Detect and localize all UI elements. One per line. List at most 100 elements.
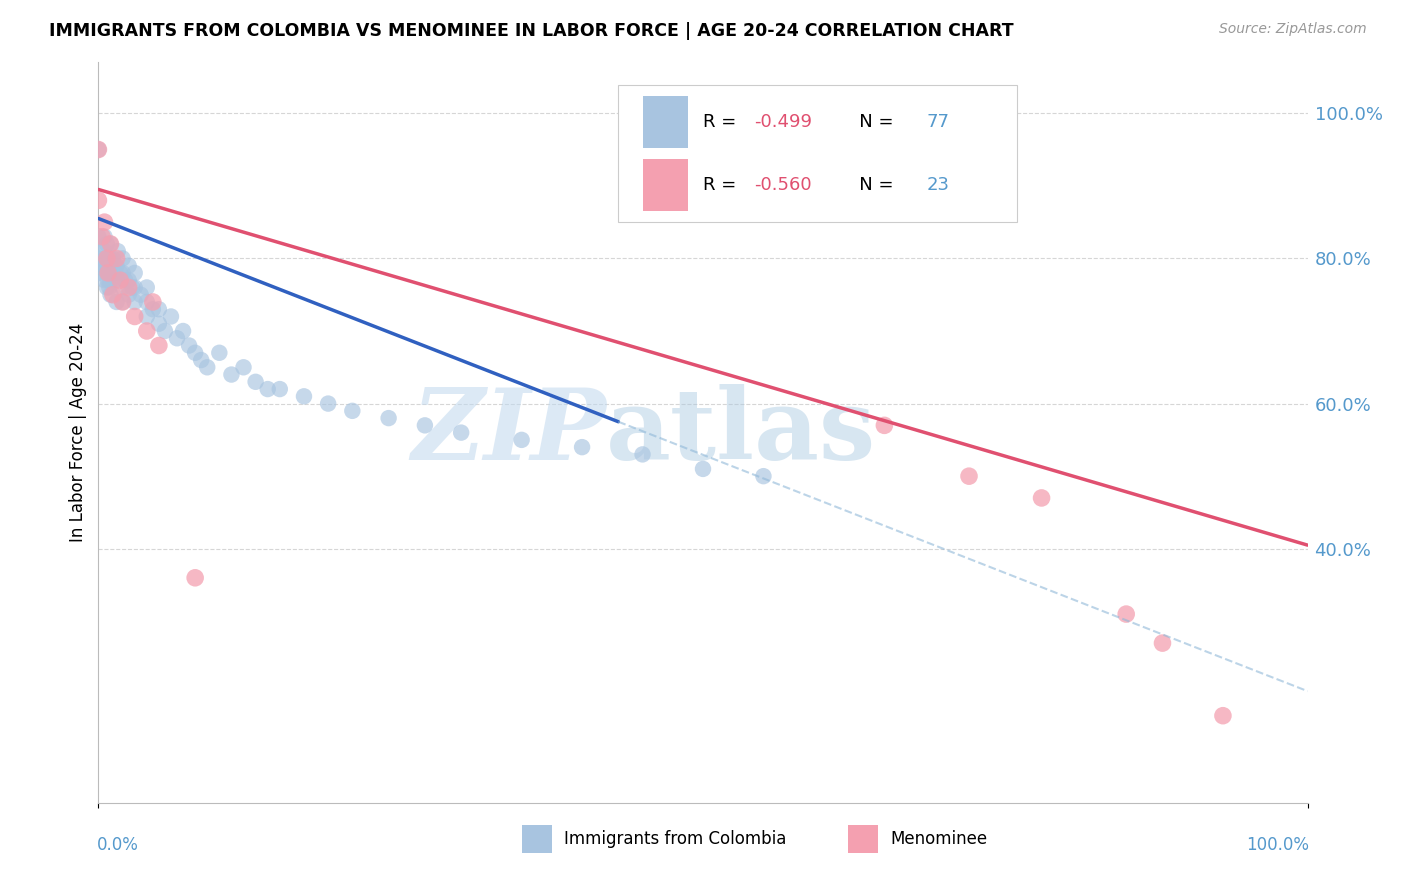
- Point: [957, 469, 980, 483]
- Text: 77: 77: [927, 112, 949, 130]
- Point: [111, 295, 134, 310]
- Point: [104, 266, 127, 280]
- Point: [105, 273, 128, 287]
- Text: R =: R =: [703, 112, 742, 130]
- Point: [510, 433, 533, 447]
- Point: [105, 252, 128, 266]
- Point: [100, 273, 122, 287]
- Point: [100, 252, 122, 266]
- Point: [1115, 607, 1137, 621]
- Point: [316, 396, 339, 410]
- Point: [631, 447, 654, 461]
- Point: [100, 259, 122, 273]
- Point: [148, 302, 170, 317]
- Point: [124, 310, 146, 324]
- Point: [111, 295, 134, 310]
- Point: [571, 440, 593, 454]
- Point: [124, 280, 146, 294]
- Point: [111, 252, 134, 266]
- Point: [93, 244, 115, 259]
- Point: [208, 345, 231, 359]
- Point: [93, 273, 115, 287]
- Point: [121, 280, 143, 294]
- Point: [96, 236, 118, 251]
- Text: N =: N =: [842, 112, 900, 130]
- Text: N =: N =: [842, 176, 900, 194]
- Text: Source: ZipAtlas.com: Source: ZipAtlas.com: [1219, 22, 1367, 37]
- Point: [873, 418, 896, 433]
- Point: [135, 280, 157, 294]
- Text: atlas: atlas: [606, 384, 876, 481]
- Point: [87, 266, 110, 280]
- Point: [1031, 491, 1053, 505]
- Point: [124, 295, 146, 310]
- Point: [221, 368, 243, 382]
- Text: R =: R =: [703, 176, 742, 194]
- Point: [118, 280, 141, 294]
- Point: [184, 345, 207, 359]
- Point: [118, 273, 141, 287]
- Point: [91, 229, 114, 244]
- Point: [118, 287, 141, 301]
- Point: [96, 252, 118, 266]
- Point: [148, 338, 170, 352]
- FancyBboxPatch shape: [619, 85, 1018, 221]
- Point: [93, 259, 115, 273]
- Point: [166, 331, 188, 345]
- Text: -0.499: -0.499: [754, 112, 811, 130]
- Point: [111, 280, 134, 294]
- Point: [142, 295, 165, 310]
- Text: 23: 23: [927, 176, 949, 194]
- Point: [107, 244, 129, 259]
- Point: [100, 287, 122, 301]
- Point: [111, 266, 134, 280]
- Point: [245, 375, 267, 389]
- Point: [101, 252, 124, 266]
- Point: [98, 280, 121, 294]
- Point: [190, 353, 212, 368]
- Point: [114, 273, 136, 287]
- Point: [93, 229, 115, 244]
- Point: [1152, 636, 1174, 650]
- FancyBboxPatch shape: [522, 825, 551, 853]
- Point: [179, 338, 201, 352]
- Point: [87, 244, 110, 259]
- FancyBboxPatch shape: [643, 95, 689, 147]
- Point: [135, 310, 157, 324]
- Point: [96, 252, 118, 266]
- Point: [1212, 708, 1234, 723]
- Point: [97, 273, 120, 287]
- Point: [292, 389, 315, 403]
- Point: [172, 324, 194, 338]
- Point: [103, 259, 125, 273]
- Point: [129, 287, 152, 301]
- Point: [105, 295, 128, 310]
- Point: [108, 266, 131, 280]
- Point: [93, 215, 115, 229]
- Point: [97, 259, 120, 273]
- Text: Menominee: Menominee: [890, 830, 987, 848]
- FancyBboxPatch shape: [643, 159, 689, 211]
- Point: [124, 266, 146, 280]
- Point: [96, 266, 118, 280]
- Point: [148, 317, 170, 331]
- Point: [160, 310, 183, 324]
- Point: [87, 143, 110, 157]
- Point: [692, 462, 714, 476]
- Point: [87, 259, 110, 273]
- Point: [118, 259, 141, 273]
- Point: [256, 382, 278, 396]
- Point: [101, 266, 124, 280]
- Point: [450, 425, 472, 440]
- Point: [269, 382, 291, 396]
- Point: [87, 143, 110, 157]
- Point: [108, 273, 131, 287]
- Point: [342, 404, 364, 418]
- Point: [413, 418, 436, 433]
- Point: [101, 287, 124, 301]
- Point: [135, 324, 157, 338]
- Text: 100.0%: 100.0%: [1246, 836, 1309, 855]
- Point: [98, 266, 121, 280]
- Point: [87, 194, 110, 208]
- Point: [105, 259, 128, 273]
